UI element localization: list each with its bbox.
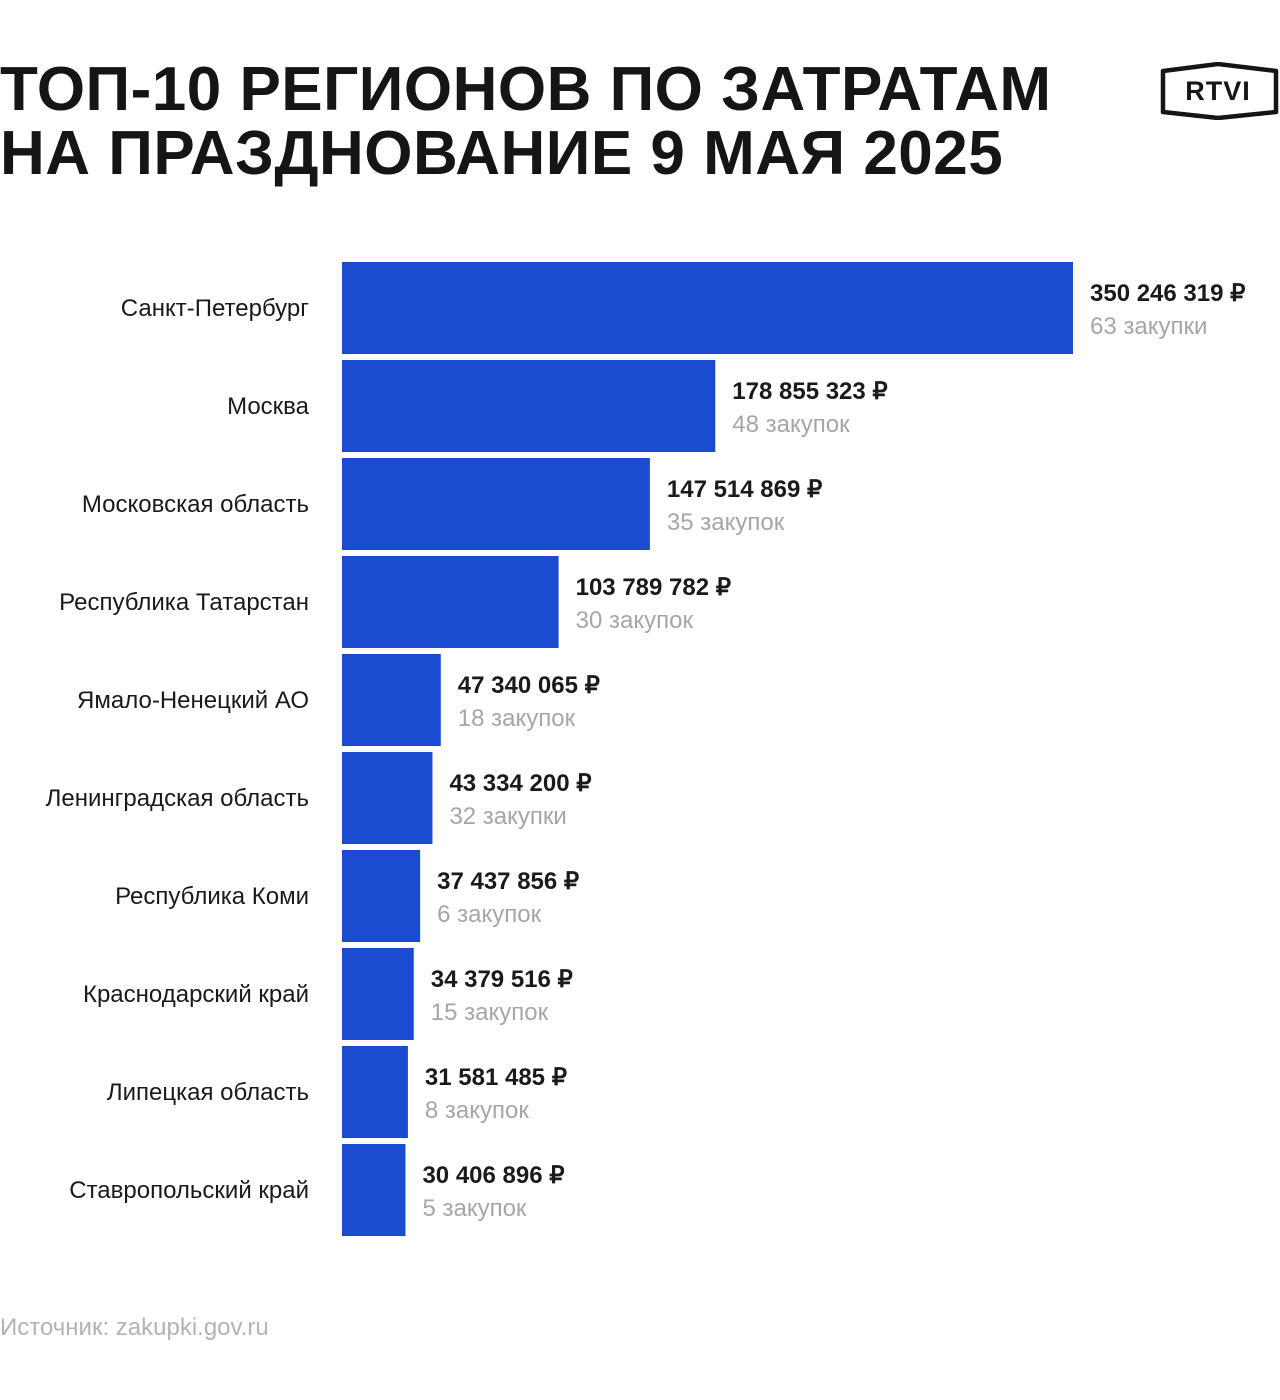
value-label: 147 514 869 ₽ [667, 476, 822, 503]
category-label: Краснодарский край [83, 981, 309, 1008]
category-label: Ямало-Ненецкий АО [77, 687, 309, 714]
category-label: Ставропольский край [69, 1177, 309, 1204]
logo-frame-icon [1160, 61, 1279, 121]
purchase-count-label: 18 закупок [458, 705, 576, 732]
category-label: Липецкая область [107, 1079, 309, 1106]
category-label: Москва [227, 393, 310, 420]
category-label: Ленинградская область [46, 785, 309, 812]
bar-row: Санкт-Петербург 350 246 319 ₽ 63 закупки [121, 262, 1245, 354]
bar-row: Ставропольский край 30 406 896 ₽ 5 закупок [69, 1144, 565, 1236]
bar [342, 1144, 406, 1236]
value-label: 37 437 856 ₽ [437, 868, 579, 895]
source-note: Источник: zakupki.gov.ru [0, 1314, 269, 1341]
value-label: 30 406 896 ₽ [422, 1162, 564, 1189]
bar [342, 1046, 408, 1138]
chart-title-line-1: ТОП-10 РЕГИОНОВ ПО ЗАТРАТАМ [0, 55, 1052, 124]
value-label: 34 379 516 ₽ [431, 966, 573, 993]
logo-text: RTVI [1185, 75, 1251, 106]
chart-title: ТОП-10 РЕГИОНОВ ПО ЗАТРАТАМ НА ПРАЗДНОВА… [0, 58, 1052, 186]
purchase-count-label: 5 закупок [422, 1195, 526, 1222]
bar [342, 458, 650, 550]
value-label: 178 855 323 ₽ [732, 378, 887, 405]
purchase-count-label: 6 закупок [437, 901, 541, 928]
bar [342, 654, 441, 746]
category-label: Республика Татарстан [59, 589, 309, 616]
purchase-count-label: 15 закупок [431, 999, 549, 1026]
bar-row: Липецкая область 31 581 485 ₽ 8 закупок [107, 1046, 567, 1138]
value-label: 31 581 485 ₽ [425, 1064, 567, 1091]
value-label: 43 334 200 ₽ [449, 770, 591, 797]
bar-row: Республика Коми 37 437 856 ₽ 6 закупок [115, 850, 579, 942]
bar-row: Краснодарский край 34 379 516 ₽ 15 закупок [83, 948, 573, 1040]
bar-row: Московская область 147 514 869 ₽ 35 закупо… [82, 458, 822, 550]
bar-chart: Санкт-Петербург 350 246 319 ₽ 63 закупки Мо… [46, 262, 1245, 1236]
category-label: Московская область [82, 491, 309, 518]
bar-row: Ленинградская область 43 334 200 ₽ 32 заку… [46, 752, 592, 844]
value-label: 47 340 065 ₽ [458, 672, 600, 699]
purchase-count-label: 35 закупок [667, 509, 785, 536]
rtvi-logo: RTVI [1160, 61, 1280, 121]
purchase-count-label: 8 закупок [425, 1097, 529, 1124]
category-label: Республика Коми [115, 883, 309, 910]
purchase-count-label: 63 закупки [1090, 313, 1207, 340]
purchase-count-label: 32 закупки [449, 803, 566, 830]
purchase-count-label: 48 закупок [732, 411, 850, 438]
category-label: Санкт-Петербург [121, 295, 309, 322]
bar-row: Ямало-Ненецкий АО 47 340 065 ₽ 18 закупок [77, 654, 600, 746]
bar [342, 360, 716, 452]
value-label: 103 789 782 ₽ [576, 574, 731, 601]
bar [342, 556, 559, 648]
chart-title-line-2: НА ПРАЗДНОВАНИЕ 9 МАЯ 2025 [0, 119, 1004, 188]
bar [342, 262, 1073, 354]
bar [342, 948, 414, 1040]
bar [342, 850, 421, 942]
bar [342, 752, 433, 844]
bar-row: Москва 178 855 323 ₽ 48 закупок [227, 360, 888, 452]
bar-row: Республика Татарстан 103 789 782 ₽ 30 заку… [59, 556, 731, 648]
purchase-count-label: 30 закупок [576, 607, 694, 634]
value-label: 350 246 319 ₽ [1090, 280, 1245, 307]
